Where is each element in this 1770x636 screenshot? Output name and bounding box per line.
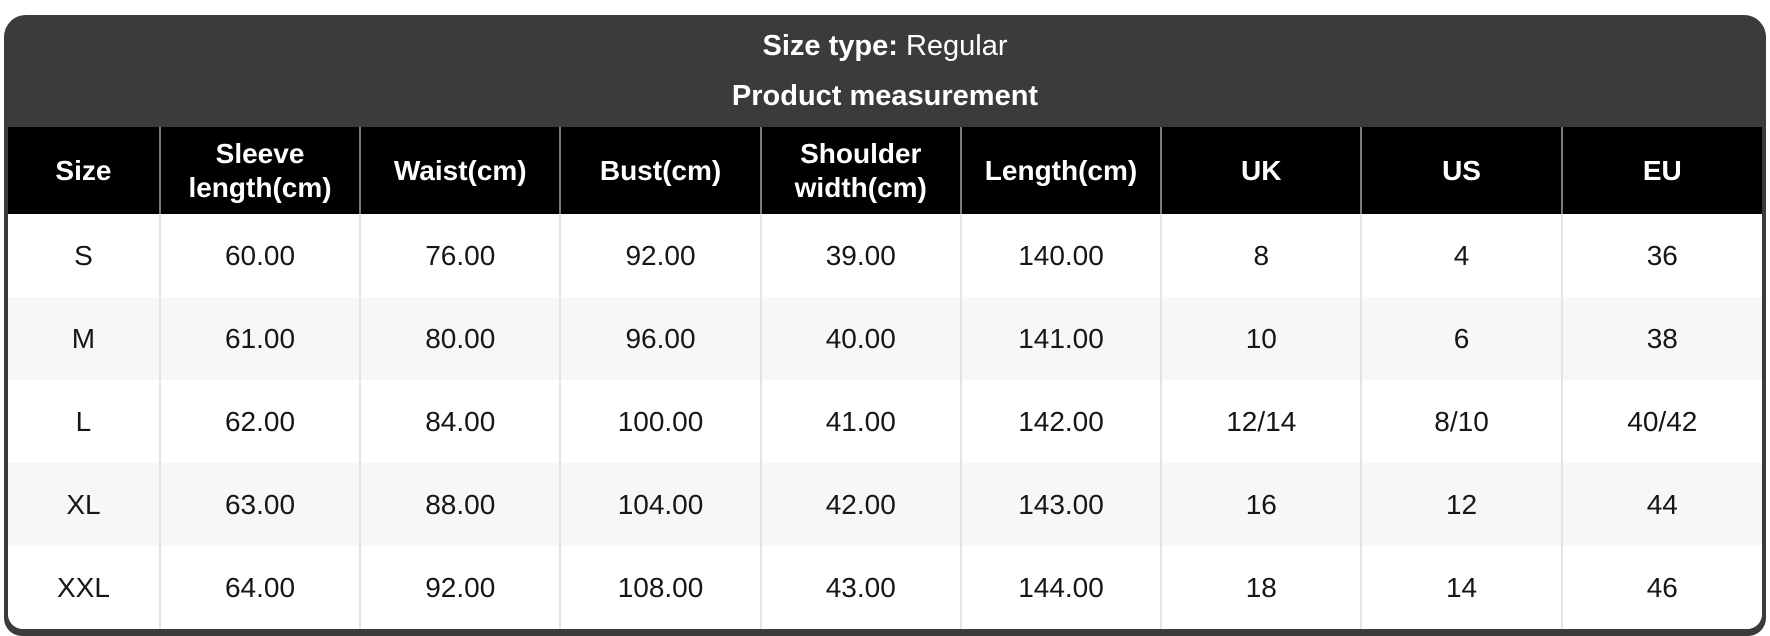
table-cell: 16 xyxy=(1160,463,1362,546)
table-row: L 62.00 84.00 100.00 41.00 142.00 12/14 8/10 40/… xyxy=(8,380,1762,463)
table-row: M 61.00 80.00 96.00 40.00 141.00 10 6 38 xyxy=(8,297,1762,380)
table-cell: 84.00 xyxy=(359,380,561,463)
column-header: US xyxy=(1360,127,1562,214)
table-cell: 14 xyxy=(1360,546,1562,629)
size-cell: XXL xyxy=(8,546,160,629)
table-cell: 63.00 xyxy=(158,463,361,546)
table-cell: 8 xyxy=(1160,214,1362,297)
table-cell: 41.00 xyxy=(759,380,961,463)
size-cell: M xyxy=(8,297,160,380)
table-cell: 80.00 xyxy=(359,297,561,380)
size-cell: L xyxy=(8,380,160,463)
size-type-line: Size type: Regular xyxy=(763,30,1008,62)
size-cell: S xyxy=(8,214,160,297)
size-type-value: Regular xyxy=(905,30,1008,62)
table-row: S 60.00 76.00 92.00 39.00 140.00 8 4 36 xyxy=(8,214,1762,297)
table-row: XXL 64.00 92.00 108.00 43.00 144.00 18 14 46 xyxy=(8,546,1762,629)
table-cell: 60.00 xyxy=(158,214,361,297)
table-cell: 39.00 xyxy=(759,214,961,297)
column-header: Length(cm) xyxy=(959,127,1162,214)
table-cell: 42.00 xyxy=(759,463,961,546)
table-cell: 92.00 xyxy=(359,546,561,629)
table-cell: 100.00 xyxy=(559,380,761,463)
table-cell: 10 xyxy=(1160,297,1362,380)
table-header-row: Size Sleeve length(cm) Waist(cm) Bust(cm) Sh… xyxy=(8,127,1762,214)
table-row: XL 63.00 88.00 104.00 42.00 143.00 16 12 44 xyxy=(8,463,1762,546)
measurement-table: Size Sleeve length(cm) Waist(cm) Bust(cm) Sh… xyxy=(8,127,1762,629)
table-cell: 12/14 xyxy=(1160,380,1362,463)
table-body: S 60.00 76.00 92.00 39.00 140.00 8 4 36 M 61.00 80.… xyxy=(8,214,1762,629)
table-cell: 40/42 xyxy=(1560,380,1762,463)
table-cell: 38 xyxy=(1560,297,1762,380)
column-header: Bust(cm) xyxy=(559,127,761,214)
table-cell: 61.00 xyxy=(158,297,361,380)
table-cell: 141.00 xyxy=(959,297,1162,380)
table-cell: 62.00 xyxy=(158,380,361,463)
table-cell: 76.00 xyxy=(359,214,561,297)
table-cell: 44 xyxy=(1560,463,1762,546)
table-cell: 142.00 xyxy=(959,380,1162,463)
table-cell: 64.00 xyxy=(158,546,361,629)
table-cell: 104.00 xyxy=(559,463,761,546)
table-cell: 43.00 xyxy=(759,546,961,629)
table-cell: 18 xyxy=(1160,546,1362,629)
table-cell: 46 xyxy=(1560,546,1762,629)
column-header: Shoulder width(cm) xyxy=(759,127,961,214)
table-cell: 88.00 xyxy=(359,463,561,546)
chart-subtitle: Product measurement xyxy=(731,80,1039,112)
chart-title-bar: Size type: Regular Product measurement xyxy=(8,15,1762,127)
table-cell: 96.00 xyxy=(559,297,761,380)
column-header: Size xyxy=(8,127,160,214)
table-cell: 92.00 xyxy=(559,214,761,297)
size-chart-widget: Size type: Regular Product measurement S… xyxy=(4,15,1766,636)
table-cell: 4 xyxy=(1360,214,1562,297)
table-cell: 143.00 xyxy=(959,463,1162,546)
table-cell: 12 xyxy=(1360,463,1562,546)
column-header: UK xyxy=(1160,127,1362,214)
table-container: Size Sleeve length(cm) Waist(cm) Bust(cm) Sh… xyxy=(8,127,1762,629)
table-cell: 144.00 xyxy=(959,546,1162,629)
table-cell: 140.00 xyxy=(959,214,1162,297)
column-header: EU xyxy=(1560,127,1762,214)
table-cell: 8/10 xyxy=(1360,380,1562,463)
table-cell: 108.00 xyxy=(559,546,761,629)
column-header: Waist(cm) xyxy=(359,127,561,214)
size-cell: XL xyxy=(8,463,160,546)
table-cell: 6 xyxy=(1360,297,1562,380)
table-cell: 36 xyxy=(1560,214,1762,297)
table-cell: 40.00 xyxy=(759,297,961,380)
size-type-label: Size type: xyxy=(762,30,898,62)
column-header: Sleeve length(cm) xyxy=(158,127,361,214)
